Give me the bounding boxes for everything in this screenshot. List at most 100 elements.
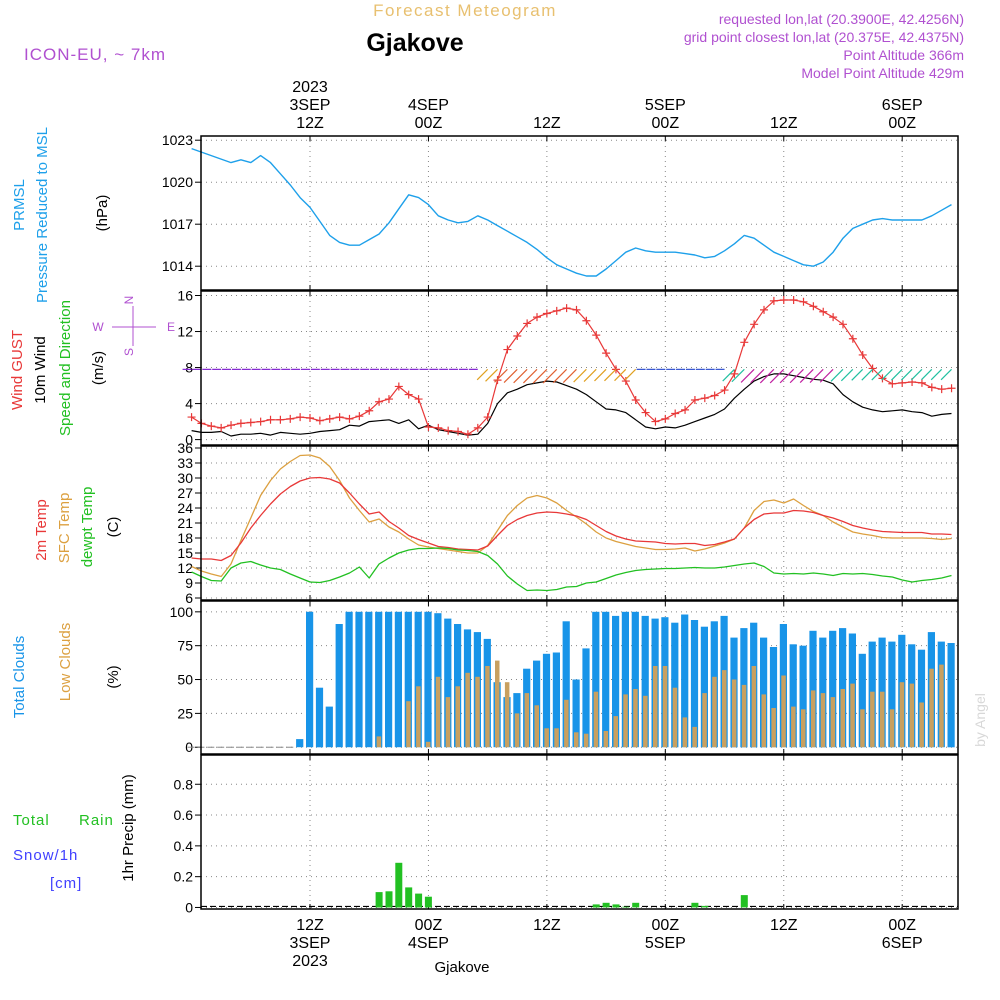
wind-arrow-69 — [861, 368, 874, 381]
gust-marker-62 — [799, 297, 808, 306]
wind-arrow-68 — [851, 368, 864, 381]
low-cloud-bar-50 — [682, 717, 688, 748]
ytick-label-1: 25 — [177, 705, 193, 721]
total-cloud-bar-16 — [345, 611, 353, 748]
low-cloud-bar-69 — [870, 691, 875, 748]
rain-bar-19 — [375, 892, 383, 908]
dewpt-temp-line — [191, 547, 952, 592]
wind-arrow-44 — [614, 368, 627, 382]
pressure-label-prmsl: PRMSL — [11, 179, 28, 231]
gust-marker-45 — [631, 395, 640, 404]
ytick-label-3: 15 — [177, 545, 193, 561]
time-label-4-0: 12Z — [770, 115, 798, 132]
gust-marker-38 — [562, 304, 571, 313]
gust-marker-76 — [937, 385, 946, 394]
gust-marker-0 — [187, 413, 196, 422]
pressure-panel: 1014 1017 1020 1023 — [162, 132, 959, 291]
gust-marker-18 — [365, 406, 374, 415]
low-cloud-bar-63 — [810, 690, 816, 748]
panel-frame-3 — [200, 600, 959, 755]
ytick-label-1: 1017 — [162, 216, 193, 232]
pressure-ylabel: (hPa) — [94, 195, 111, 232]
gust-marker-17 — [355, 412, 364, 421]
total-cloud-bar-20 — [385, 611, 393, 748]
rain-bar-51 — [691, 902, 699, 908]
rain-bar-24 — [424, 896, 432, 908]
requested-coords: requested lon,lat (20.3900E, 42.4256N) — [719, 11, 964, 27]
wind-speed-line — [191, 373, 952, 437]
low-cloud-bar-68 — [860, 709, 865, 748]
total-cloud-bar-18 — [365, 611, 373, 748]
gust-marker-20 — [384, 395, 393, 404]
total-cloud-bar-39 — [572, 679, 580, 748]
temp-ylabel: (C) — [105, 517, 122, 538]
time-label-1-0: 4SEP — [408, 97, 449, 114]
gust-marker-11 — [296, 413, 305, 422]
ytick-label-1: 0.2 — [174, 869, 194, 885]
ytick-label-0: 0 — [185, 432, 193, 448]
precip-label-rain: Rain — [79, 812, 114, 829]
wind-arrow-75 — [921, 368, 933, 381]
total-cloud-bar-19 — [375, 611, 383, 748]
gust-marker-59 — [769, 296, 778, 305]
gust-marker-50 — [681, 405, 690, 414]
model-point-altitude: Model Point Altitude 429m — [801, 65, 964, 81]
wind-arrow-32 — [494, 368, 508, 383]
gust-marker-42 — [602, 349, 611, 358]
low-cloud-bar-29 — [475, 676, 480, 748]
total-cloud-bar-49 — [671, 622, 679, 748]
gust-marker-74 — [917, 378, 926, 387]
gust-marker-39 — [572, 305, 581, 314]
low-cloud-bar-51 — [692, 726, 697, 748]
total-cloud-bar-63 — [809, 630, 817, 748]
pressure-panel-labels: PRMSL Pressure Reduced to MSL (hPa) — [11, 127, 111, 303]
gust-marker-24 — [424, 422, 433, 431]
low-cloud-bar-56 — [741, 684, 747, 748]
low-cloud-bar-74 — [919, 702, 924, 748]
wind-arrow-56 — [731, 368, 745, 383]
temp-2m-line — [191, 476, 952, 562]
compass-rose: N S W E — [92, 296, 175, 356]
time-label-2-0: 12Z — [533, 115, 561, 132]
total-cloud-bar-26 — [444, 618, 452, 748]
compass-south: S — [122, 348, 136, 356]
time-label-0-2: 12Z — [296, 115, 324, 132]
total-cloud-bar-65 — [829, 630, 837, 748]
gust-marker-51 — [690, 395, 699, 404]
low-cloud-bar-43 — [613, 716, 618, 748]
ytick-label-1: 4 — [185, 396, 193, 412]
gust-marker-13 — [315, 416, 324, 425]
low-cloud-bar-33 — [514, 713, 520, 748]
rain-bar-52 — [701, 905, 709, 908]
total-cloud-bar-37 — [552, 652, 560, 748]
location-title: Gjakove — [366, 29, 463, 57]
time-label-0-1: 3SEP — [290, 97, 331, 114]
gust-marker-19 — [375, 397, 384, 406]
total-cloud-bar-15 — [335, 624, 343, 748]
ytick-label-4: 18 — [177, 530, 193, 546]
gust-marker-69 — [868, 364, 877, 373]
gust-marker-7 — [256, 417, 265, 426]
rain-bar-44 — [622, 906, 630, 908]
precip-label-snow: Snow/1h — [13, 847, 78, 864]
ytick-label-5: 21 — [177, 515, 193, 531]
low-cloud-bar-62 — [801, 709, 806, 748]
precip-panel: 0 0.2 0.4 0.6 0.8 — [174, 754, 959, 915]
wind-arrow-31 — [485, 368, 498, 382]
ytick-label-1: 9 — [185, 575, 193, 591]
gust-marker-67 — [848, 334, 857, 343]
total-cloud-bar-52 — [700, 626, 708, 748]
low-cloud-bar-61 — [791, 706, 796, 748]
ytick-label-8: 30 — [177, 470, 193, 486]
low-cloud-bar-55 — [731, 679, 737, 748]
gust-marker-4 — [227, 421, 236, 430]
low-cloud-bar-37 — [554, 728, 559, 748]
wind-arrow-66 — [830, 368, 844, 382]
wind-arrow-35 — [522, 368, 538, 384]
credit-watermark: by Angel — [972, 693, 988, 747]
low-cloud-bar-40 — [583, 733, 589, 748]
total-cloud-bar-51 — [690, 620, 699, 748]
time-label-5-0: 6SEP — [882, 97, 923, 114]
